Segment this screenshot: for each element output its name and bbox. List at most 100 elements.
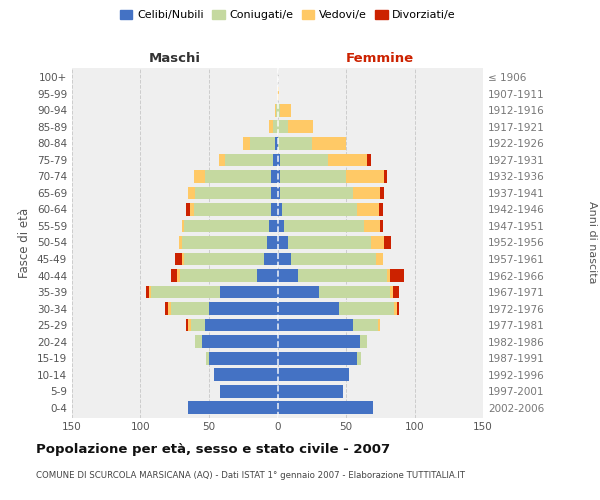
Text: Femmine: Femmine (346, 52, 415, 65)
Bar (280, 170, 346, 183)
Bar (269, 120, 274, 134)
Bar (146, 286, 149, 298)
Bar (264, 252, 278, 266)
Bar (276, 104, 278, 117)
Text: Anni di nascita: Anni di nascita (587, 201, 597, 284)
Bar (182, 236, 266, 249)
Bar (190, 203, 194, 216)
Bar (202, 335, 278, 348)
Bar (387, 269, 390, 282)
Bar (278, 220, 284, 232)
Bar (371, 236, 385, 249)
Bar (271, 203, 278, 216)
Text: Maschi: Maschi (149, 52, 201, 65)
Bar (379, 203, 383, 216)
Bar (278, 384, 343, 398)
Bar (278, 368, 349, 381)
Bar (278, 186, 280, 200)
Bar (205, 170, 271, 183)
Bar (394, 302, 397, 315)
Bar (182, 220, 184, 232)
Bar (353, 186, 380, 200)
Bar (271, 186, 278, 200)
Bar (186, 318, 188, 332)
Bar (218, 154, 226, 166)
Bar (289, 236, 371, 249)
Bar (214, 368, 278, 381)
Bar (339, 302, 394, 315)
Bar (257, 269, 278, 282)
Y-axis label: Fasce di età: Fasce di età (19, 208, 31, 278)
Bar (319, 286, 390, 298)
Bar (357, 203, 379, 216)
Bar (385, 170, 387, 183)
Bar (278, 154, 280, 166)
Bar (179, 236, 182, 249)
Bar (291, 252, 376, 266)
Bar (220, 286, 278, 298)
Bar (194, 203, 271, 216)
Bar (278, 269, 298, 282)
Bar (280, 104, 291, 117)
Text: COMUNE DI SCURCOLA MARSICANA (AQ) - Dati ISTAT 1° gennaio 2007 - Elaborazione TU: COMUNE DI SCURCOLA MARSICANA (AQ) - Dati… (36, 471, 465, 480)
Bar (390, 286, 392, 298)
Bar (346, 170, 385, 183)
Bar (278, 401, 373, 414)
Bar (191, 318, 205, 332)
Bar (274, 120, 278, 134)
Bar (278, 236, 289, 249)
Bar (186, 203, 190, 216)
Bar (380, 220, 383, 232)
Bar (184, 220, 269, 232)
Bar (364, 220, 380, 232)
Bar (196, 335, 202, 348)
Bar (278, 335, 360, 348)
Bar (357, 352, 361, 364)
Bar (170, 269, 178, 282)
Bar (392, 286, 400, 298)
Bar (280, 186, 353, 200)
Bar (298, 269, 387, 282)
Bar (278, 252, 291, 266)
Bar (168, 302, 170, 315)
Bar (353, 318, 377, 332)
Bar (380, 186, 385, 200)
Bar (243, 137, 250, 150)
Bar (149, 286, 151, 298)
Bar (275, 137, 278, 150)
Bar (175, 252, 182, 266)
Bar (281, 203, 357, 216)
Bar (194, 170, 205, 183)
Bar (226, 154, 274, 166)
Bar (274, 154, 278, 166)
Bar (250, 137, 275, 150)
Bar (188, 186, 196, 200)
Bar (328, 154, 367, 166)
Bar (278, 302, 339, 315)
Bar (205, 318, 278, 332)
Bar (360, 335, 367, 348)
Bar (278, 318, 353, 332)
Text: Popolazione per età, sesso e stato civile - 2007: Popolazione per età, sesso e stato civil… (36, 442, 390, 456)
Bar (376, 252, 383, 266)
Bar (278, 203, 281, 216)
Bar (278, 137, 312, 150)
Bar (170, 302, 209, 315)
Bar (266, 236, 278, 249)
Bar (278, 170, 280, 183)
Bar (196, 186, 271, 200)
Bar (312, 137, 346, 150)
Bar (269, 220, 278, 232)
Bar (206, 352, 209, 364)
Bar (165, 302, 168, 315)
Bar (278, 120, 289, 134)
Bar (271, 170, 278, 183)
Bar (278, 88, 279, 101)
Bar (182, 252, 184, 266)
Bar (278, 286, 319, 298)
Bar (377, 318, 380, 332)
Bar (278, 352, 357, 364)
Bar (397, 302, 400, 315)
Bar (184, 252, 264, 266)
Bar (209, 352, 278, 364)
